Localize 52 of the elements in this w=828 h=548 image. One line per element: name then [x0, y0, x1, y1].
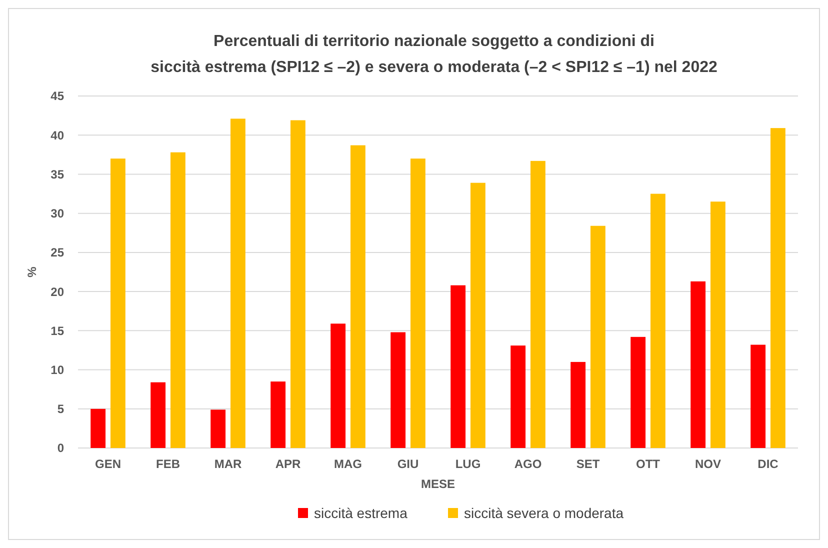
bar: [470, 182, 486, 448]
bar: [290, 120, 306, 448]
y-axis-title: %: [25, 266, 39, 278]
y-tick-label: 5: [57, 402, 64, 416]
x-tick-label: AGO: [514, 457, 542, 471]
bar: [330, 324, 346, 448]
y-tick-label: 45: [50, 89, 64, 104]
bar: [230, 118, 246, 448]
bar: [530, 160, 546, 448]
bar: [410, 158, 426, 448]
x-tick-label: APR: [275, 457, 301, 471]
x-tick-label: SET: [576, 457, 600, 471]
bar: [510, 346, 526, 448]
bar: [350, 145, 366, 448]
x-tick-label: OTT: [636, 457, 661, 471]
legend-label: siccità estrema: [314, 505, 408, 521]
bar: [590, 226, 606, 448]
x-tick-label: MAG: [334, 457, 362, 471]
y-tick-label: 35: [50, 167, 64, 182]
x-tick-label: MAR: [214, 457, 242, 471]
y-tick-label: 0: [57, 441, 64, 456]
bar: [150, 382, 166, 448]
bar: [770, 128, 786, 448]
y-tick-label: 10: [50, 362, 64, 377]
bar: [270, 382, 286, 448]
bar: [170, 152, 186, 448]
x-axis-title: MESE: [420, 477, 456, 491]
bar: [630, 336, 646, 448]
y-tick-label: 30: [50, 206, 64, 221]
legend-label: siccità severa o moderata: [464, 505, 624, 521]
bar: [650, 194, 666, 448]
x-tick-label: GIU: [397, 457, 419, 471]
x-tick-label: FEB: [156, 457, 180, 471]
bar: [750, 344, 766, 448]
bar: [90, 408, 106, 448]
bar: [690, 281, 706, 448]
y-tick-label: 15: [50, 324, 64, 338]
x-tick-label: NOV: [694, 457, 722, 471]
y-tick-label: 20: [50, 284, 64, 299]
x-tick-label: GEN: [94, 457, 122, 471]
y-tick-label: 40: [50, 128, 64, 142]
chart-title: Percentuali di territorio nazionale soggetto a condizioni di: [214, 33, 654, 50]
bar: [570, 362, 586, 448]
x-tick-label: LUG: [455, 457, 481, 471]
bar: [210, 410, 226, 448]
bar: [110, 158, 126, 448]
bar: [710, 202, 726, 448]
y-tick-label: 25: [50, 246, 64, 260]
x-tick-label: DIC: [758, 457, 779, 471]
chart-subtitle: siccità estrema (SPI12 ≤ –2) e severa o moderata (–2 < SPI12 ≤ –1) nel 2022: [150, 59, 718, 76]
bar: [390, 332, 406, 448]
bar: [450, 285, 466, 448]
